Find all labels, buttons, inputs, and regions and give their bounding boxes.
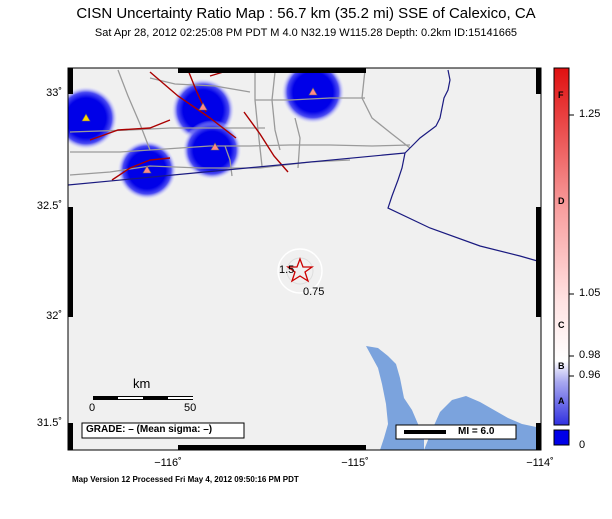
colorbar-ticks [569, 114, 574, 377]
contour-ring [277, 248, 323, 294]
map-title: CISN Uncertainty Ratio Map : 56.7 km (35… [76, 5, 536, 22]
colorbar-zero-swatch [553, 429, 570, 446]
colorbar-grade: C [558, 320, 565, 330]
mi-legend-line [404, 430, 446, 434]
roads [69, 69, 411, 177]
colorbar-tick-label: 1.25 [579, 108, 601, 120]
lat-label: 33˚ [46, 87, 62, 99]
colorbar-grade: A [558, 396, 565, 406]
lon-label: −114˚ [526, 457, 554, 469]
colorbar-tick-label: 0.96 [579, 369, 601, 381]
colorbar-grade: B [558, 361, 565, 371]
colorbar [553, 67, 570, 426]
mi-legend-box [395, 424, 517, 440]
station-triangle [198, 102, 208, 111]
gulf-water [366, 346, 424, 450]
station-triangle [142, 165, 152, 174]
frame-ticks [68, 68, 541, 450]
contour-label: 0.75 [303, 286, 325, 298]
colorbar-grade: F [558, 90, 564, 100]
colorbar-tick-label: 0.98 [579, 349, 601, 361]
station-triangle [210, 142, 220, 151]
scale-bar-zero: 0 [89, 402, 96, 414]
scale-bar-unit: km [133, 376, 151, 391]
lat-label: 32˚ [46, 310, 62, 322]
footer-text: Map Version 12 Processed Fri May 4, 2012… [72, 475, 299, 484]
grade-box [81, 422, 245, 439]
colorbar-tick-label: 0 [579, 439, 586, 451]
map-subtitle: Sat Apr 28, 2012 02:25:08 PM PDT M 4.0 N… [94, 27, 518, 39]
grade-text: GRADE: – (Mean sigma: –) [86, 424, 213, 435]
contour-label: 1.5 [279, 264, 295, 276]
border [68, 69, 541, 263]
epicenter-star-icon [285, 257, 315, 283]
scale-bar-max: 50 [184, 402, 197, 414]
station-triangle [81, 113, 91, 122]
lat-label: 31.5˚ [36, 417, 62, 429]
station-triangle [308, 87, 318, 96]
lon-label: −116˚ [154, 457, 182, 469]
lat-label: 32.5˚ [36, 200, 62, 212]
colorbar-tick-label: 1.05 [579, 287, 601, 299]
lon-label: −115˚ [341, 457, 369, 469]
colorbar-grade: D [558, 196, 565, 206]
station-blob [281, 68, 345, 124]
mi-legend-text: MI = 6.0 [458, 426, 495, 437]
scale-bar [93, 396, 193, 400]
